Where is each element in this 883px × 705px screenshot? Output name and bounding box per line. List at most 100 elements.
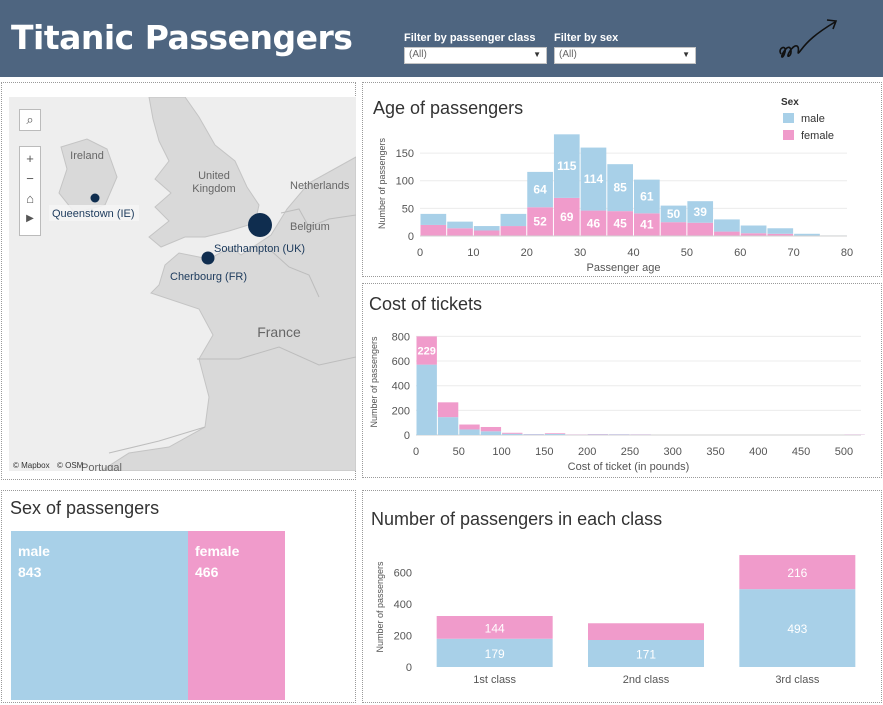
- bar-female[interactable]: [459, 424, 480, 430]
- y-tick-label: 100: [396, 176, 414, 188]
- embarkation-map[interactable]: Ireland United Kingdom Netherlands Belgiu…: [9, 97, 356, 471]
- sex-tile-male[interactable]: male 843: [11, 531, 188, 700]
- play-icon[interactable]: ▶: [26, 213, 34, 224]
- bar-male[interactable]: [502, 433, 523, 435]
- x-tick-label: 500: [835, 446, 853, 458]
- x-tick-label: 300: [664, 446, 682, 458]
- port-marker-queenstown[interactable]: [90, 193, 100, 203]
- bar-male[interactable]: [580, 147, 607, 211]
- bar-male[interactable]: [527, 171, 553, 208]
- bar-male[interactable]: [544, 434, 566, 435]
- bar-female[interactable]: [437, 402, 459, 418]
- bar-male[interactable]: [740, 225, 767, 234]
- bar-male[interactable]: [794, 233, 820, 236]
- bar-male[interactable]: [480, 431, 502, 435]
- bar-female[interactable]: [420, 224, 447, 236]
- filter-sex-select[interactable]: (All) ▼: [554, 47, 696, 64]
- class-chart-panel: Number of passengers in each class 0 200 4…: [362, 490, 882, 703]
- bar-female[interactable]: [502, 432, 523, 434]
- bar-male[interactable]: [473, 226, 500, 231]
- bar-female[interactable]: [436, 616, 553, 639]
- dashboard-header: Titanic Passengers Filter by passenger c…: [0, 0, 883, 77]
- x-tick-label: 200: [578, 446, 596, 458]
- bar-male[interactable]: [607, 164, 633, 212]
- data-label-male: 115: [557, 159, 577, 173]
- bar-female[interactable]: [714, 231, 740, 236]
- fare-histogram[interactable]: 0 200 400 600 800 0 50 100 150 200 250 300 350 400 450…: [363, 284, 881, 477]
- bar-female[interactable]: [739, 555, 856, 590]
- age-chart-title: Age of passengers: [373, 98, 524, 118]
- bar-female[interactable]: [588, 623, 704, 640]
- bar-female[interactable]: [660, 222, 687, 236]
- search-icon: ⌕: [26, 112, 34, 127]
- x-tick-label: 50: [453, 446, 465, 458]
- filter-sex: Filter by sex (All) ▼: [554, 32, 696, 64]
- bar-female[interactable]: [740, 233, 767, 236]
- data-label-male: 179: [485, 647, 505, 661]
- x-axis-label: Cost of ticket (in pounds): [568, 461, 690, 473]
- bar-female[interactable]: [544, 433, 566, 435]
- legend-swatch-female[interactable]: [783, 130, 794, 140]
- legend-swatch-male[interactable]: [783, 113, 794, 123]
- y-tick-label: 600: [394, 567, 412, 579]
- data-label-female: 144: [485, 621, 505, 635]
- x-tick-label: 400: [749, 446, 767, 458]
- bar-male[interactable]: [523, 434, 544, 435]
- home-icon[interactable]: ⌂: [26, 191, 34, 206]
- bar-female[interactable]: [416, 336, 437, 365]
- bar-male[interactable]: [687, 201, 714, 223]
- filter-sex-value: (All): [559, 49, 577, 60]
- bar-male[interactable]: [447, 221, 473, 229]
- bar-male[interactable]: [553, 134, 580, 198]
- x-tick-label: 0: [413, 446, 419, 458]
- filter-class-value: (All): [409, 49, 427, 60]
- zoom-in-icon[interactable]: +: [26, 151, 34, 166]
- map-search-button[interactable]: ⌕: [19, 109, 41, 131]
- signature-logo-icon: [779, 19, 838, 58]
- bar-female[interactable]: [473, 230, 500, 236]
- port-marker-southampton[interactable]: [248, 213, 272, 237]
- bar-male[interactable]: [588, 640, 704, 667]
- bar-female[interactable]: [634, 213, 660, 236]
- sex-tile-male-label: male: [18, 543, 50, 559]
- bar-male[interactable]: [420, 213, 447, 225]
- zoom-out-icon[interactable]: −: [26, 171, 34, 186]
- bar-male[interactable]: [714, 219, 740, 232]
- bar-male[interactable]: [739, 589, 856, 667]
- dropdown-arrow-icon: ▼: [533, 50, 541, 59]
- port-marker-cherbourg[interactable]: [201, 251, 215, 265]
- age-histogram[interactable]: 0 50 100 150 0 10 20 30 40 50 60 70 80 Passenger age N…: [363, 83, 881, 276]
- data-label-female: 52: [533, 215, 547, 229]
- class-bar-chart[interactable]: 0 200 400 600 Number of passengers 179 144 1st …: [363, 491, 881, 702]
- bar-male[interactable]: [660, 205, 687, 223]
- y-tick-label: 200: [394, 630, 412, 642]
- bar-male[interactable]: [437, 417, 459, 435]
- sex-tile-female[interactable]: female 466: [188, 531, 285, 700]
- bar-female[interactable]: [607, 211, 633, 236]
- data-label-male: 39: [694, 205, 708, 219]
- bar-female[interactable]: [687, 222, 714, 236]
- bar-female[interactable]: [767, 233, 794, 236]
- bar-female[interactable]: [527, 207, 553, 236]
- fare-chart-panel: Cost of tickets 0 200 400 600 800 0 50 100 150 20…: [362, 283, 882, 478]
- bar-male[interactable]: [634, 179, 660, 214]
- filter-class-select[interactable]: (All) ▼: [404, 47, 547, 64]
- map-panel: Ireland United Kingdom Netherlands Belgiu…: [1, 82, 356, 480]
- bar-female[interactable]: [500, 226, 527, 236]
- y-tick-label: 600: [392, 356, 410, 368]
- bar-female[interactable]: [553, 197, 580, 236]
- bar-female[interactable]: [480, 426, 502, 432]
- data-label-female: 69: [560, 210, 574, 224]
- filter-passenger-class: Filter by passenger class (All) ▼: [404, 32, 547, 64]
- bar-male[interactable]: [416, 364, 437, 435]
- x-tick-label: 80: [841, 247, 853, 259]
- bar-male[interactable]: [436, 638, 553, 667]
- bar-male[interactable]: [459, 429, 480, 435]
- bar-male[interactable]: [767, 228, 794, 234]
- bar-male[interactable]: [500, 213, 527, 227]
- bar-female[interactable]: [580, 210, 607, 236]
- bar-female[interactable]: [447, 228, 473, 236]
- map-label-belgium: Belgium: [290, 221, 330, 233]
- y-axis-label: Number of passengers: [369, 336, 379, 428]
- x-tick-label: 50: [681, 247, 693, 259]
